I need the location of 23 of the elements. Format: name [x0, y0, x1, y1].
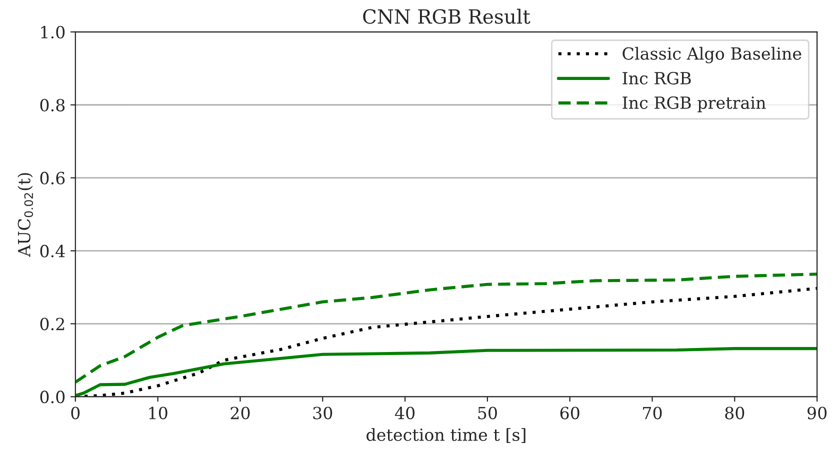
y-tick-label: 0.6 [40, 172, 65, 184]
x-tick-label: 40 [394, 406, 415, 420]
x-tick-label: 50 [478, 406, 497, 420]
y-tick-label: 1.0 [41, 26, 65, 38]
legend-label: Inc RGB [622, 72, 691, 85]
chart-title: CNN RGB Result [363, 8, 530, 24]
x-tick-label: 30 [313, 406, 332, 420]
y-axis-title: AUC$_{0.02}$(t) [18, 173, 34, 257]
y-tick-label: 0.4 [40, 244, 65, 258]
x-tick-label: 0 [71, 406, 80, 420]
x-tick-label: 20 [230, 406, 250, 420]
x-tick-label: 80 [725, 406, 744, 420]
x-tick-label: 10 [149, 406, 168, 420]
x-axis-title: detection time t [s] [366, 428, 526, 443]
line-series [75, 272, 818, 384]
y-tick-label: 0.8 [40, 98, 65, 112]
x-tick-label: 60 [560, 406, 580, 420]
x-tick-label: 70 [643, 406, 662, 420]
x-tick-label: 90 [807, 406, 827, 420]
legend-label: Inc RGB pretrain [622, 96, 766, 112]
legend-label: Classic Algo Baseline [622, 46, 802, 64]
y-tick-label: 0.0 [40, 390, 65, 404]
y-tick-label: 0.2 [40, 318, 64, 330]
